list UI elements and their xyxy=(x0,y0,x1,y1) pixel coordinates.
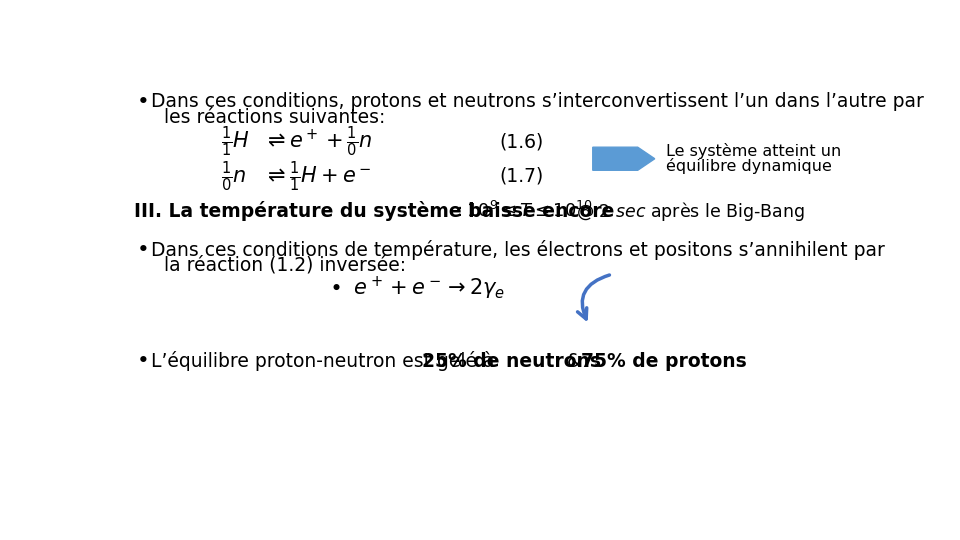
Text: Dans ces conditions, protons et neutrons s’interconvertissent l’un dans l’autre : Dans ces conditions, protons et neutrons… xyxy=(151,92,924,111)
Text: $e^+ + \frac{1}{0}n$: $e^+ + \frac{1}{0}n$ xyxy=(289,125,372,159)
Text: (1.7): (1.7) xyxy=(500,167,544,186)
Text: Le système atteint un: Le système atteint un xyxy=(666,143,842,159)
Text: les réactions suivantes:: les réactions suivantes: xyxy=(164,108,386,127)
Text: $\rightleftharpoons$: $\rightleftharpoons$ xyxy=(263,132,286,152)
Text: Dans ces conditions de température, les électrons et positons s’annihilent par: Dans ces conditions de température, les … xyxy=(151,240,885,260)
Text: L’équilibre proton-neutron est gelé à: L’équilibre proton-neutron est gelé à xyxy=(151,351,500,372)
Text: $\rightleftharpoons$: $\rightleftharpoons$ xyxy=(263,166,286,186)
Text: $\bullet \;\; e^+ + e^- \rightarrow 2\gamma_e$: $\bullet \;\; e^+ + e^- \rightarrow 2\ga… xyxy=(329,274,506,302)
FancyArrowPatch shape xyxy=(578,275,610,319)
Text: &: & xyxy=(561,352,588,371)
Text: 75% de protons: 75% de protons xyxy=(581,352,747,371)
Text: •: • xyxy=(137,92,150,112)
Text: équilibre dynamique: équilibre dynamique xyxy=(666,158,832,174)
Text: la réaction (1.2) inversée:: la réaction (1.2) inversée: xyxy=(164,256,406,275)
Text: $: 10^9 \leq T \leq 10^{10}$: $: 10^9 \leq T \leq 10^{10}$ xyxy=(453,201,593,221)
FancyArrow shape xyxy=(592,147,655,170)
Text: $\frac{1}{0}n$: $\frac{1}{0}n$ xyxy=(221,159,247,194)
Text: @ 2 $\mathit{sec}$ après le Big-Bang: @ 2 $\mathit{sec}$ après le Big-Bang xyxy=(576,200,804,222)
Text: $\frac{1}{1}H + e^-$: $\frac{1}{1}H + e^-$ xyxy=(289,159,372,194)
Text: $\frac{1}{1}H$: $\frac{1}{1}H$ xyxy=(221,125,250,159)
Text: •: • xyxy=(137,240,150,260)
Text: III. La température du système baisse encore: III. La température du système baisse en… xyxy=(134,201,614,221)
Text: •: • xyxy=(137,351,150,372)
Text: 25% de neutrons: 25% de neutrons xyxy=(421,352,601,371)
Text: (1.6): (1.6) xyxy=(500,132,544,151)
